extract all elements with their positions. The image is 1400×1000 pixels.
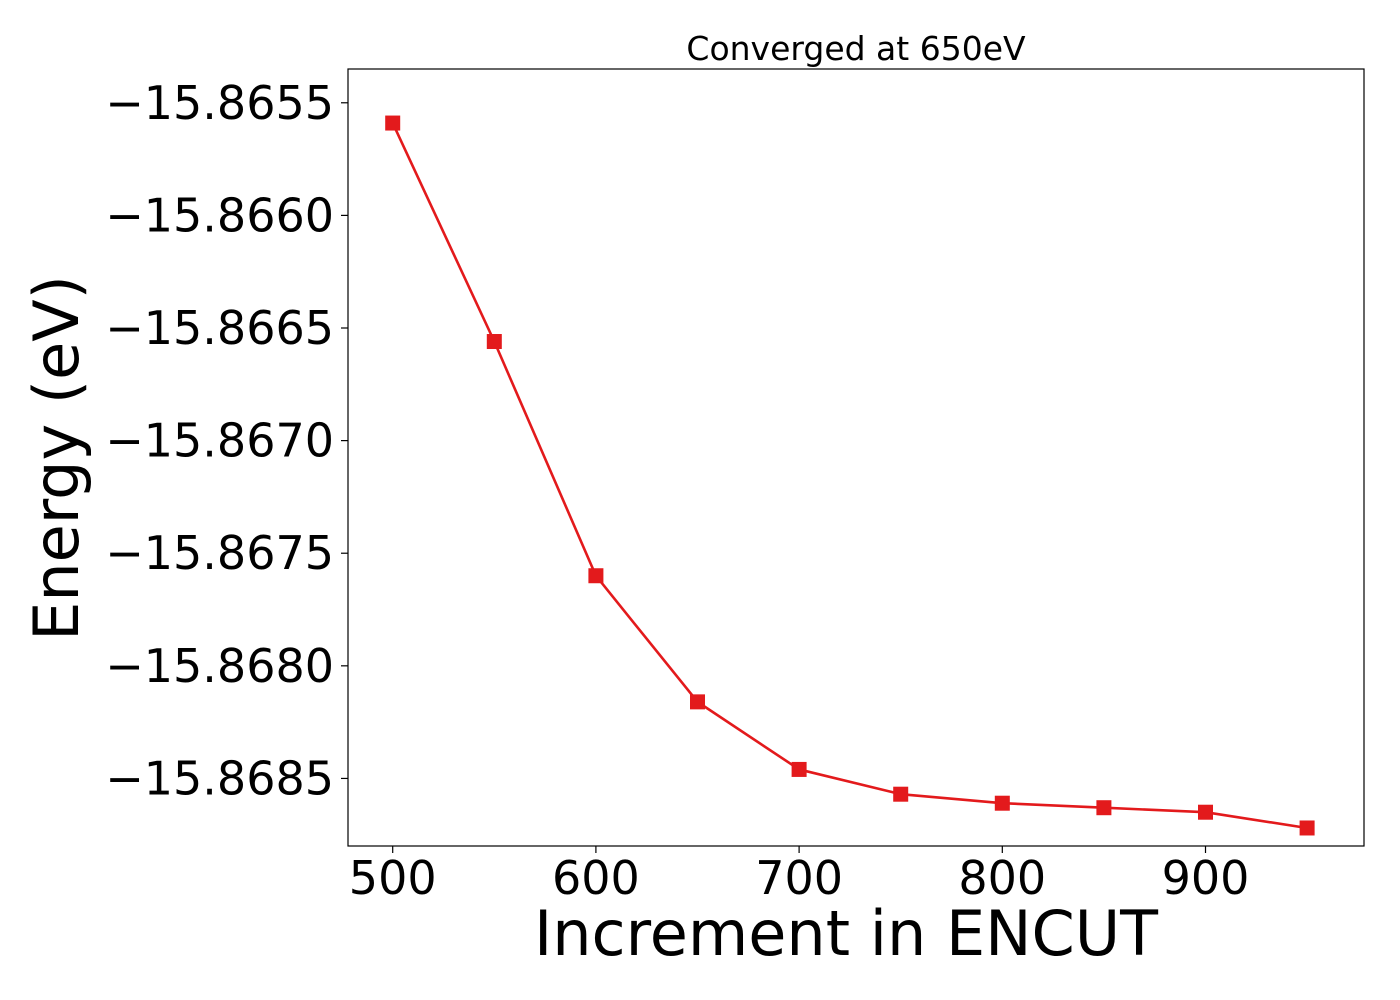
data-point	[1198, 804, 1214, 820]
y-tick-label: −15.8665	[105, 301, 334, 355]
data-point	[994, 795, 1010, 811]
x-tick-label: 500	[349, 851, 437, 905]
y-tick-label: −15.8685	[105, 751, 334, 805]
ticks-layer: 500 600 700 800 900 −15.8655 −15.8660 −15.8665 −…	[105, 76, 1249, 905]
x-tick-label: 600	[552, 851, 640, 905]
data-point	[385, 115, 401, 131]
data-point	[486, 334, 502, 350]
data-point	[791, 761, 807, 777]
data-point	[893, 786, 909, 802]
plot-frame	[347, 68, 1365, 847]
chart-title: Converged at 650eV	[686, 29, 1026, 68]
y-axis-label: Energy (eV)	[20, 275, 93, 641]
x-tick-label: 700	[755, 851, 843, 905]
data-point	[1299, 820, 1315, 836]
data-point	[690, 694, 706, 710]
y-tick-label: −15.8655	[105, 76, 334, 130]
x-tick-label: 800	[958, 851, 1046, 905]
y-tick-label: −15.8680	[105, 639, 334, 693]
data-point	[1096, 800, 1112, 816]
x-tick-label: 900	[1162, 851, 1250, 905]
x-axis-label: Increment in ENCUT	[534, 897, 1159, 970]
data-point	[588, 568, 604, 584]
series-line	[391, 122, 1308, 830]
y-tick-label: −15.8660	[105, 188, 334, 242]
series-layer	[385, 115, 1315, 836]
plot-background	[348, 69, 1364, 846]
y-tick-label: −15.8675	[105, 526, 334, 580]
y-tick-label: −15.8670	[105, 414, 334, 468]
